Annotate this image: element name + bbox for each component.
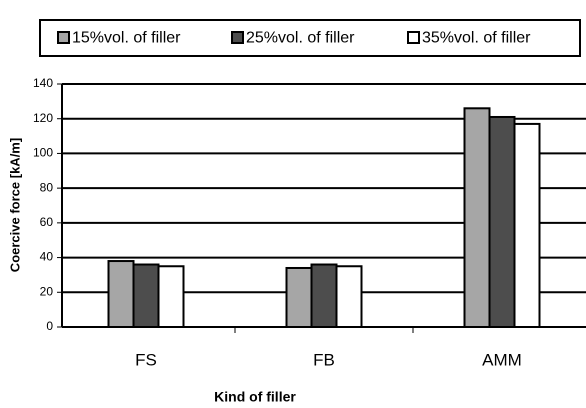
legend-swatch	[231, 31, 244, 44]
legend-label: 15%vol. of filler	[72, 30, 181, 47]
bar	[513, 122, 541, 328]
y-tick-label: 60	[40, 215, 54, 229]
legend-swatch	[407, 31, 420, 44]
bar	[107, 260, 135, 328]
bar	[285, 266, 313, 329]
bar	[488, 115, 516, 328]
y-tick-label: 120	[33, 111, 53, 125]
y-tick-label: 40	[40, 250, 54, 264]
x-tick-label: AMM	[482, 350, 522, 369]
bar	[157, 265, 185, 328]
bar	[132, 263, 160, 328]
bar	[463, 107, 491, 328]
y-tick-label: 140	[33, 76, 53, 90]
y-tick-label: 80	[40, 180, 54, 194]
y-tick-label: 0	[46, 319, 53, 333]
legend-box	[39, 19, 581, 57]
x-tick-label: FS	[135, 350, 157, 369]
x-tick-label: FB	[313, 350, 335, 369]
y-axis-label: Coercive force [kA/m]	[7, 138, 22, 272]
bar	[310, 263, 338, 328]
legend-label: 35%vol. of filler	[422, 30, 531, 47]
bar	[335, 265, 363, 328]
y-tick-label: 100	[33, 146, 53, 160]
legend-label: 25%vol. of filler	[246, 30, 355, 47]
x-axis-label: Kind of filler	[214, 389, 296, 405]
y-tick-label: 20	[40, 284, 54, 298]
legend-swatch	[57, 31, 70, 44]
